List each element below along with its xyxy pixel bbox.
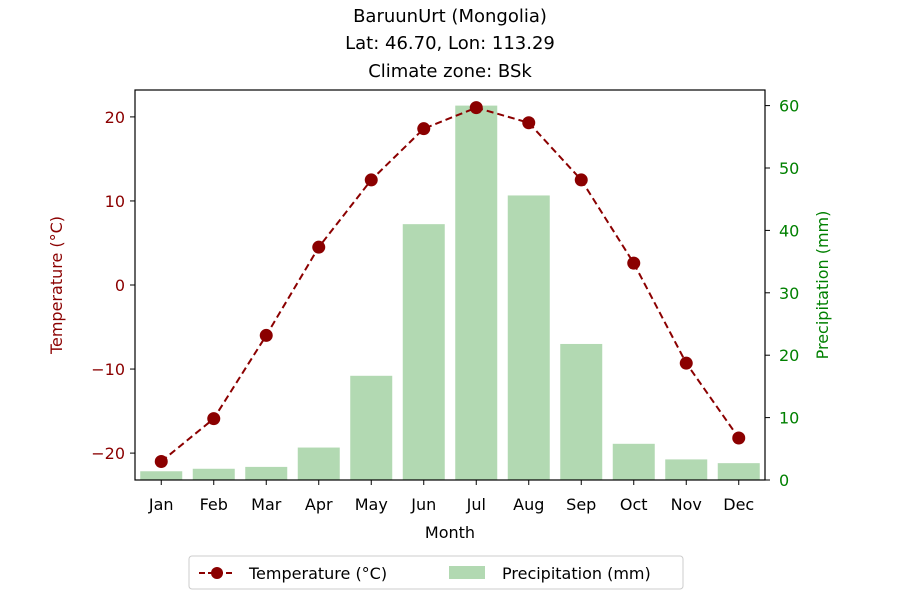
precipitation-bar-apr	[297, 447, 340, 480]
precipitation-bar-feb	[192, 468, 235, 480]
temperature-point-jun	[417, 122, 431, 136]
right-y-axis: 0 10 20 30 40 50 60	[765, 97, 799, 490]
x-tick-label: May	[355, 495, 388, 514]
left-y-tick-label: 20	[105, 108, 125, 127]
temperature-point-oct	[627, 256, 641, 270]
temperature-point-dec	[732, 431, 746, 445]
x-tick-label: Jul	[466, 495, 486, 514]
right-y-tick-label: 40	[779, 221, 799, 240]
x-tick-label: Sep	[566, 495, 596, 514]
temperature-point-feb	[207, 412, 221, 426]
legend-temperature-label: Temperature (°C)	[248, 564, 387, 583]
plot-frame	[134, 89, 766, 481]
precipitation-bar-mar	[245, 466, 288, 480]
precipitation-bar-dec	[717, 463, 760, 480]
precipitation-bar-oct	[612, 443, 655, 480]
right-y-tick-label: 30	[779, 284, 799, 303]
precipitation-bar-nov	[665, 459, 708, 480]
legend-frame	[188, 555, 684, 590]
chart-title-line-3: Climate zone: BSk	[368, 61, 532, 82]
temperature-point-jul	[469, 101, 483, 115]
left-y-axis: −20 −10 0 10 20	[91, 108, 135, 463]
x-tick-label: Feb	[200, 495, 228, 514]
right-y-tick-label: 20	[779, 346, 799, 365]
legend-precipitation-swatch	[449, 566, 485, 579]
right-y-tick-label: 50	[779, 159, 799, 178]
right-y-tick-label: 0	[779, 471, 789, 490]
precipitation-bars	[140, 105, 760, 480]
left-y-axis-label: Temperature (°C)	[47, 216, 66, 355]
temperature-point-aug	[522, 116, 536, 130]
x-tick-label: Aug	[513, 495, 544, 514]
temperature-point-apr	[312, 240, 326, 254]
legend: Temperature (°C) Precipitation (mm)	[188, 555, 684, 590]
x-tick-label: Nov	[671, 495, 702, 514]
legend-temperature-marker	[211, 567, 223, 579]
left-y-tick-label: 0	[115, 276, 125, 295]
x-axis: Jan Feb Mar Apr May Jun Jul Aug Sep Oct Nov Dec	[148, 480, 754, 514]
precipitation-bar-may	[350, 375, 393, 480]
temperature-line-layer	[154, 101, 746, 469]
temperature-line	[160, 106, 740, 463]
left-y-tick-label: −20	[91, 444, 125, 463]
temperature-point-jan	[154, 455, 168, 469]
precipitation-bar-aug	[507, 195, 550, 480]
right-y-tick-label: 10	[779, 409, 799, 428]
x-tick-label: Jun	[410, 495, 436, 514]
chart-title-line-1: BaruunUrt (Mongolia)	[353, 6, 547, 27]
x-tick-label: Jan	[148, 495, 174, 514]
x-tick-label: Apr	[305, 495, 333, 514]
temperature-point-nov	[679, 356, 693, 370]
chart-title-line-2: Lat: 46.70, Lon: 113.29	[345, 33, 555, 54]
temperature-point-may	[364, 173, 378, 187]
precipitation-bar-jan	[140, 471, 183, 480]
right-y-axis-label: Precipitation (mm)	[813, 211, 832, 360]
temperature-point-mar	[259, 328, 273, 342]
precipitation-bar-jun	[402, 224, 445, 480]
x-axis-label: Month	[425, 523, 475, 542]
x-tick-label: Mar	[251, 495, 282, 514]
right-y-tick-label: 60	[779, 97, 799, 116]
precipitation-bar-jul	[455, 105, 498, 480]
x-tick-label: Oct	[620, 495, 648, 514]
x-tick-label: Dec	[723, 495, 754, 514]
legend-precipitation-label: Precipitation (mm)	[502, 564, 651, 583]
temperature-point-sep	[574, 173, 588, 187]
left-y-tick-label: −10	[91, 360, 125, 379]
left-y-tick-label: 10	[105, 192, 125, 211]
precipitation-bar-sep	[560, 343, 603, 480]
